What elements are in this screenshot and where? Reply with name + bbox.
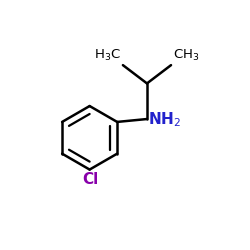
Text: H$_3$C: H$_3$C (94, 48, 121, 63)
Text: Cl: Cl (82, 172, 99, 187)
Text: NH$_2$: NH$_2$ (148, 111, 181, 129)
Text: CH$_3$: CH$_3$ (172, 48, 199, 63)
